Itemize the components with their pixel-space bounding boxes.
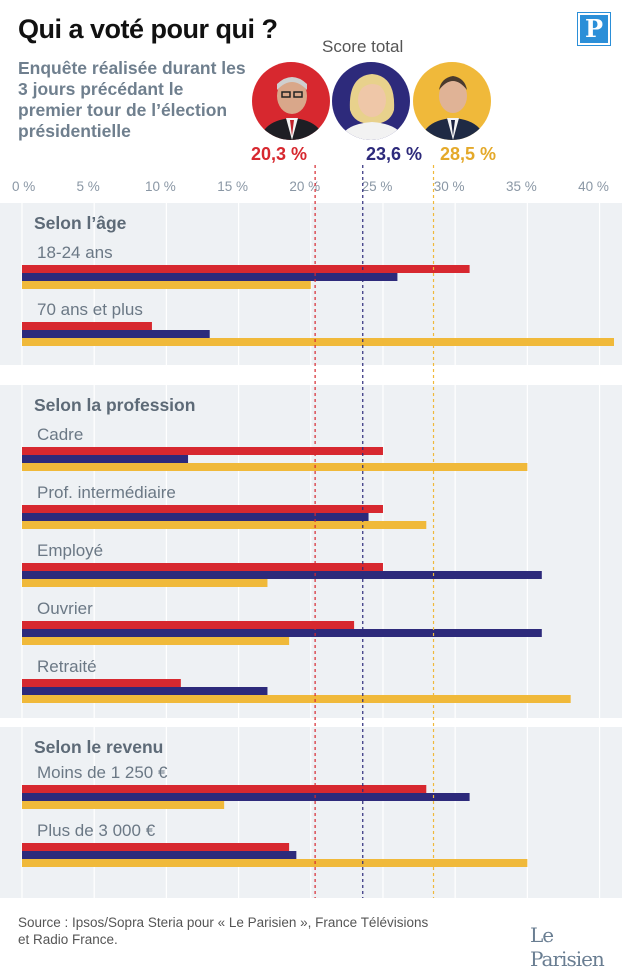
bar: [22, 785, 427, 793]
chart-subtitle: Enquête réalisée durant les 3 jours préc…: [18, 58, 246, 141]
category-label: Plus de 3 000 €: [37, 821, 156, 840]
x-tick-label: 35 %: [506, 179, 537, 194]
person-icon: [332, 62, 410, 140]
category-label: 70 ans et plus: [37, 300, 143, 319]
x-tick-label: 0 %: [12, 179, 35, 194]
person-icon: [413, 62, 491, 140]
group-title: Selon le revenu: [34, 737, 163, 757]
bar: [22, 338, 614, 346]
bar: [22, 281, 311, 289]
bar: [22, 513, 369, 521]
bar: [22, 463, 528, 471]
category-label: Cadre: [37, 425, 83, 444]
bar: [22, 687, 268, 695]
bar: [22, 851, 297, 859]
x-tick-label: 40 %: [578, 179, 609, 194]
source-note: Source : Ipsos/Sopra Steria pour « Le Pa…: [18, 915, 429, 947]
bar: [22, 843, 290, 851]
category-label: 18-24 ans: [37, 243, 113, 262]
category-label: Retraité: [37, 657, 97, 676]
bar: [22, 579, 268, 587]
bar: [22, 322, 152, 330]
category-label: Ouvrier: [37, 599, 93, 618]
person-icon: [252, 62, 330, 140]
bar: [22, 265, 470, 273]
bar: [22, 629, 542, 637]
score-total-label: Score total: [322, 37, 404, 56]
category-label: Prof. intermédiaire: [37, 483, 176, 502]
group-title: Selon la profession: [34, 395, 195, 415]
portrait-lepen: [332, 62, 410, 140]
x-tick-label: 30 %: [434, 179, 465, 194]
bar: [22, 455, 189, 463]
x-tick-label: 10 %: [145, 179, 176, 194]
bar: [22, 621, 355, 629]
group-title: Selon l’âge: [34, 213, 127, 233]
category-label: Moins de 1 250 €: [37, 763, 168, 782]
x-tick-label: 15 %: [217, 179, 248, 194]
bar: [22, 447, 383, 455]
bar: [22, 330, 210, 338]
portrait-macron: [413, 62, 491, 140]
bar: [22, 521, 427, 529]
bar: [22, 679, 181, 687]
bar: [22, 637, 290, 645]
x-tick-label: 20 %: [289, 179, 320, 194]
x-tick-label: 25 %: [362, 179, 393, 194]
bar: [22, 571, 542, 579]
bar: [22, 505, 383, 513]
bar: [22, 563, 383, 571]
portrait-melenchon: [252, 62, 330, 140]
score-macron: 28,5 %: [440, 144, 497, 164]
bar-chart: 0 % 5 % 10 % 15 % 20 % 25 % 30 % 35 % 40 % Selon …: [0, 165, 622, 898]
score-melenchon: 20,3 %: [251, 144, 308, 164]
bar: [22, 695, 571, 703]
bar: [22, 273, 398, 281]
bar: [22, 801, 225, 809]
le-parisien-logo: P: [578, 13, 610, 45]
brand-name: Le Parisien: [530, 923, 605, 971]
category-label: Employé: [37, 541, 103, 560]
x-tick-label: 5 %: [77, 179, 100, 194]
chart-title: Qui a voté pour qui ?: [18, 14, 278, 44]
score-lepen: 23,6 %: [366, 144, 423, 164]
bar: [22, 793, 470, 801]
bar: [22, 859, 528, 867]
